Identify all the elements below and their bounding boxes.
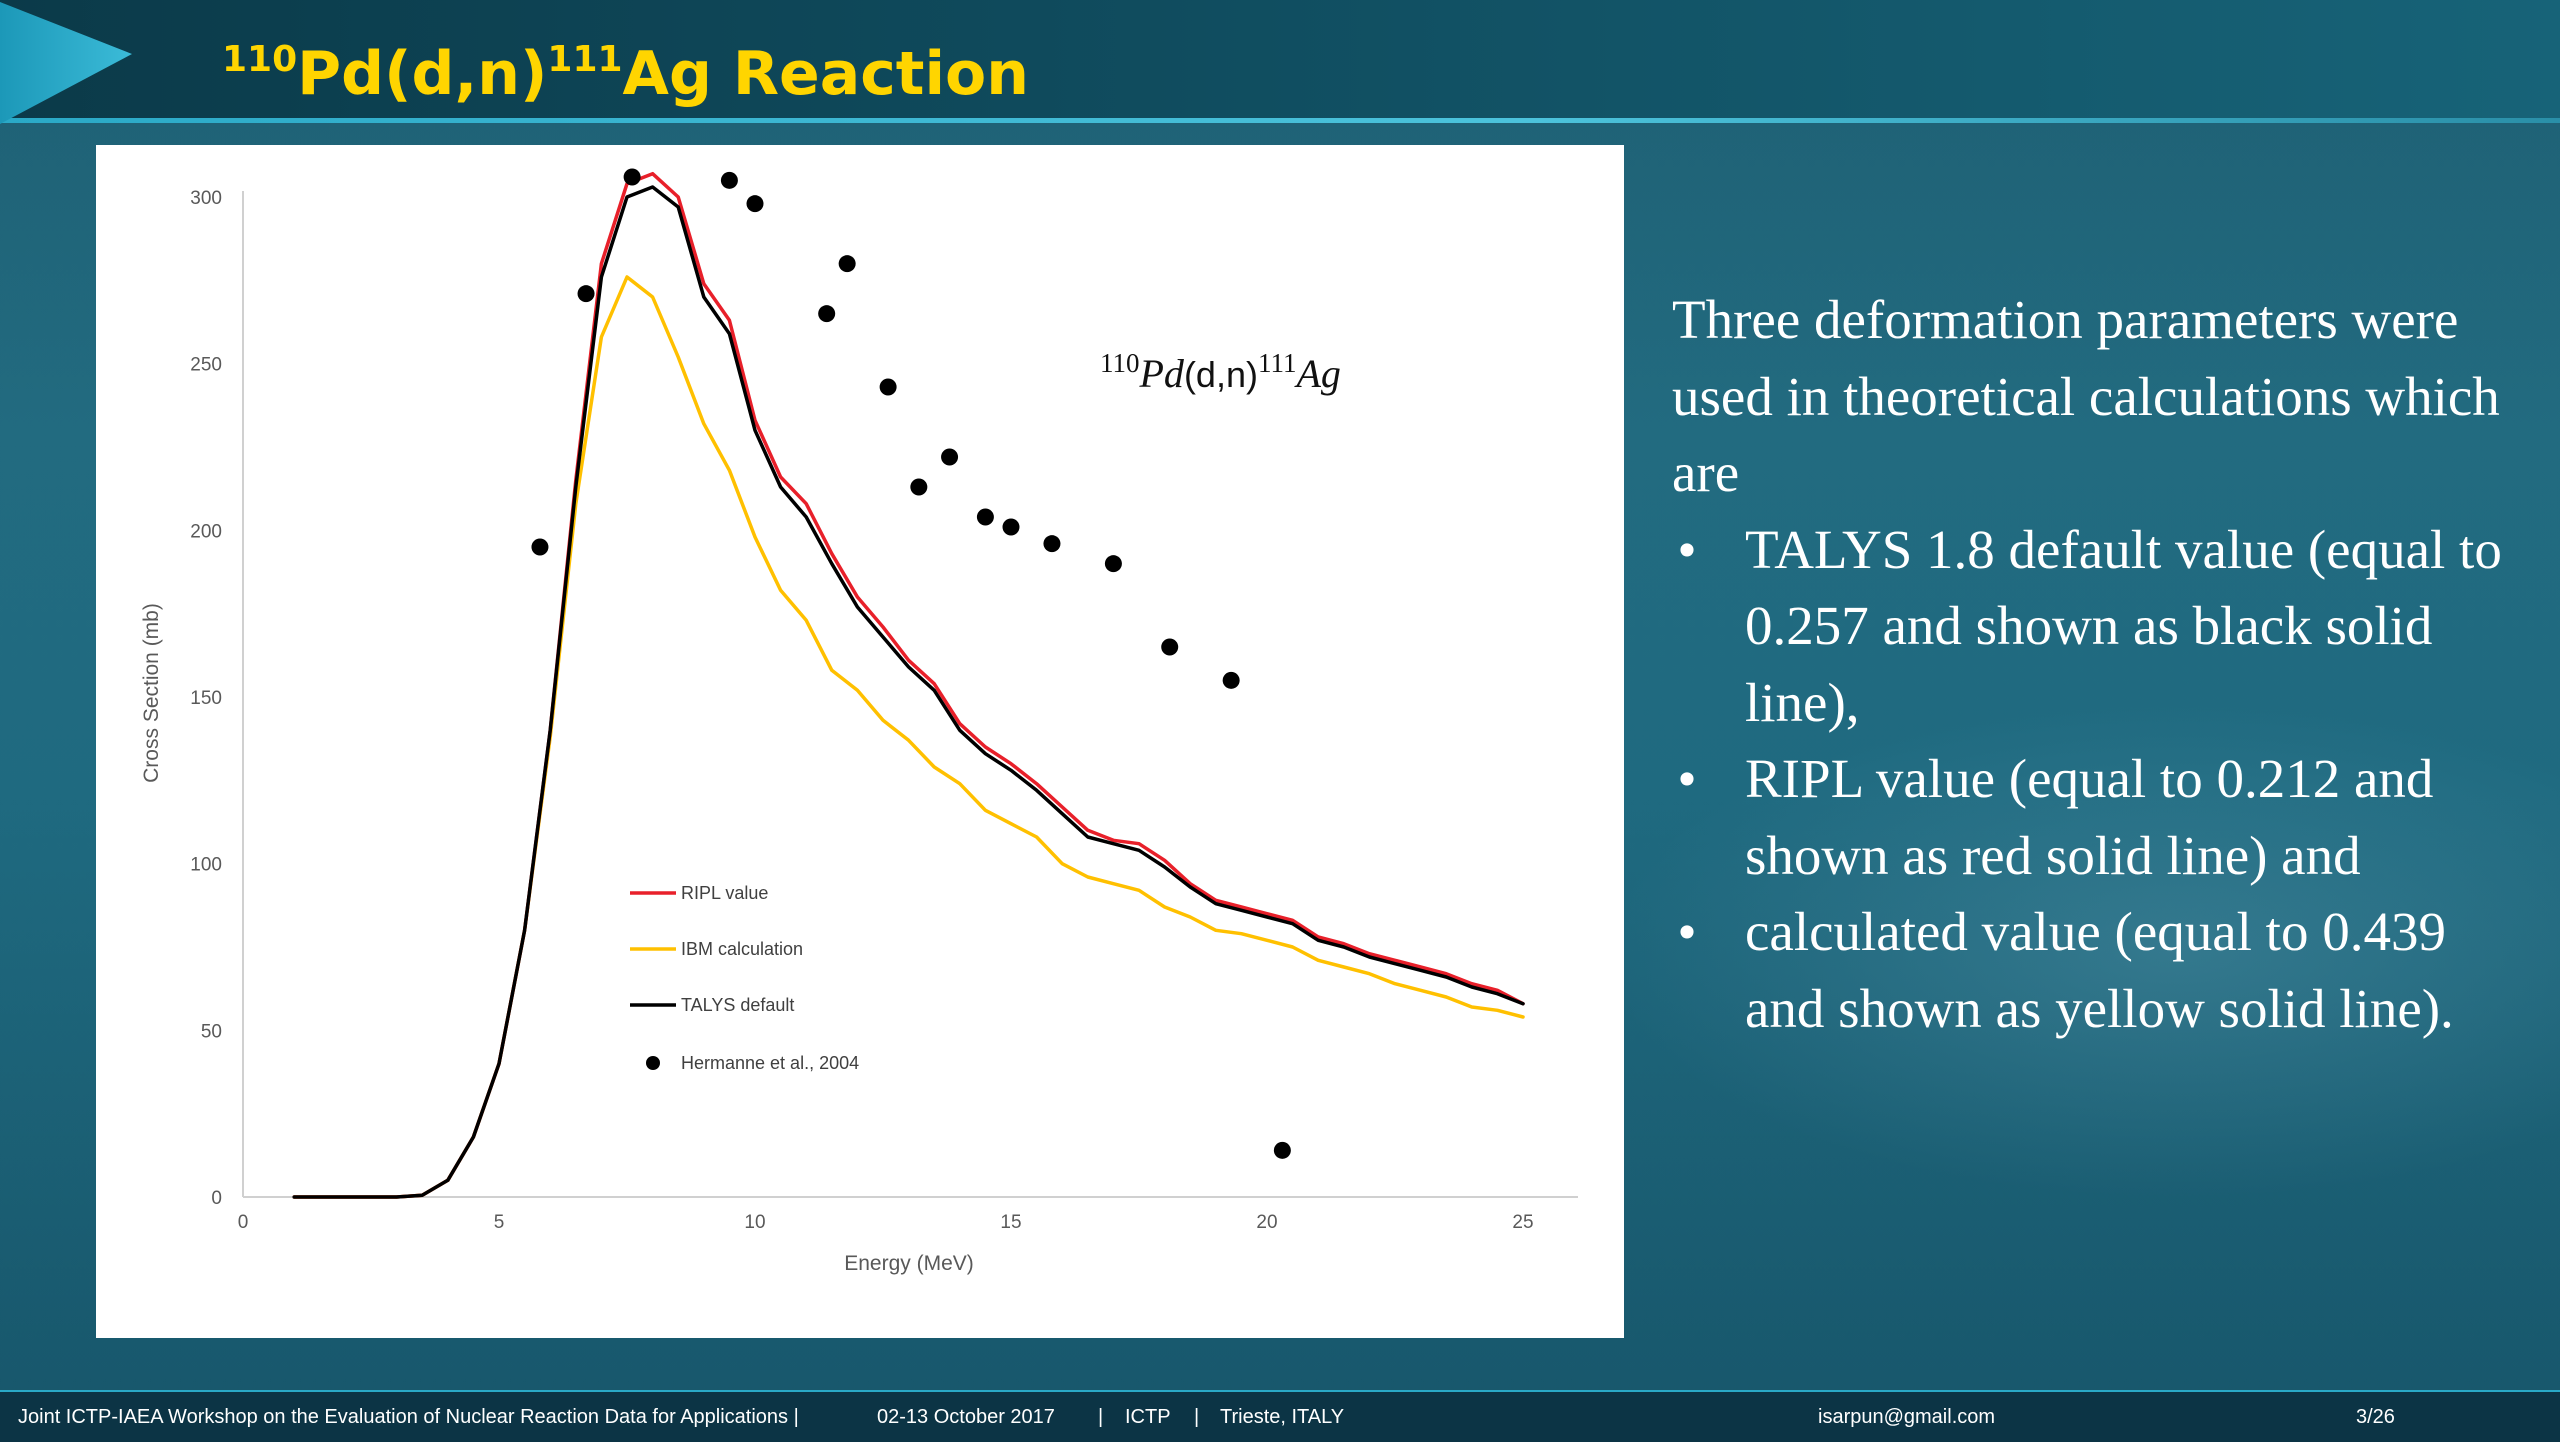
data-point-hermanne <box>623 168 641 186</box>
footer-email: isarpun@gmail.com <box>1818 1406 1996 1428</box>
footer-workshop: Joint ICTP-IAEA Workshop on the Evaluati… <box>18 1406 799 1428</box>
x-tick-label: 25 <box>1512 1212 1533 1233</box>
bullet-text: TALYS 1.8 default value (equal to 0.257 … <box>1745 518 2502 733</box>
data-point-hermanne <box>577 285 595 303</box>
bullet-item: • TALYS 1.8 default value (equal to 0.257… <box>1672 512 2522 742</box>
y-tick-label: 100 <box>190 855 222 876</box>
title-element: Ag Reaction <box>622 39 1029 109</box>
anno-mass-product: 111 <box>1258 348 1297 378</box>
footer-location: Trieste, ITALY <box>1220 1406 1345 1428</box>
bullet-item: • RIPL value (equal to 0.212 and shown as… <box>1672 741 2522 894</box>
intro-text: Three deformation parameters were used i… <box>1672 289 2500 503</box>
title-mass-product: 111 <box>547 39 623 80</box>
y-tick-label: 200 <box>190 521 222 542</box>
y-tick-label: 300 <box>190 188 222 209</box>
footer-bar: Joint ICTP-IAEA Workshop on the Evaluati… <box>0 1390 2560 1442</box>
description-text: Three deformation parameters were used i… <box>1672 282 2522 1047</box>
title-mass-target: 110 <box>222 39 298 80</box>
legend: RIPL value IBM calculation TALYS default He… <box>630 883 859 1073</box>
data-point-hermanne <box>1222 671 1240 689</box>
y-tick-label: 150 <box>190 688 222 709</box>
data-point-hermanne <box>746 195 764 213</box>
legend-label: Hermanne et al., 2004 <box>681 1053 859 1073</box>
x-tick-label: 0 <box>238 1212 249 1233</box>
footer-separator: | <box>1194 1406 1200 1428</box>
footer-page-number: 3/26 <box>2356 1406 2395 1428</box>
footer-separator: | <box>1098 1406 1104 1428</box>
series-line-talys-default <box>292 185 1525 1199</box>
title-underline <box>0 118 2560 123</box>
legend-label: TALYS default <box>681 995 794 1015</box>
bullet-item: • calculated value (equal to 0.439 and sh… <box>1672 894 2522 1047</box>
background-glow <box>1600 700 2560 1200</box>
title-arrow-icon <box>0 2 132 124</box>
data-point-hermanne <box>1161 638 1179 656</box>
legend-marker <box>646 1056 660 1070</box>
axes <box>242 191 1578 1198</box>
anno-product: Ag <box>1293 351 1340 396</box>
bullet-text: RIPL value (equal to 0.212 and shown as … <box>1745 748 2434 886</box>
data-point-hermanne <box>1002 518 1020 536</box>
data-point-hermanne <box>818 305 836 323</box>
bullet-text: calculated value (equal to 0.439 and sho… <box>1745 901 2454 1039</box>
data-point-hermanne <box>720 171 738 189</box>
slide-title: 110Pd(d,n)111Ag Reaction <box>222 14 1029 110</box>
footer-dates: 02-13 October 2017 <box>877 1406 1055 1428</box>
anno-mass-target: 110 <box>1100 348 1140 378</box>
legend-label: IBM calculation <box>681 939 803 959</box>
anno-target: Pd <box>1139 351 1185 396</box>
series-line-ibm-calculation <box>292 275 1525 1199</box>
data-point-hermanne <box>910 478 928 496</box>
y-tick-label: 250 <box>190 355 222 376</box>
title-reaction: Pd(d,n) <box>297 39 548 109</box>
x-tick-label: 5 <box>494 1212 505 1233</box>
legend-label: RIPL value <box>681 883 768 903</box>
x-tick-label: 15 <box>1000 1212 1021 1233</box>
data-point-hermanne <box>1043 535 1061 553</box>
data-point-hermanne <box>1273 1141 1291 1159</box>
anno-reaction: (d,n) <box>1184 354 1258 395</box>
data-point-hermanne <box>531 538 549 556</box>
series <box>292 168 1525 1199</box>
y-axis-title: Cross Section (mb) <box>140 603 163 783</box>
title-band <box>0 0 2560 118</box>
y-tick-label: 0 <box>211 1188 222 1209</box>
data-point-hermanne <box>1104 555 1122 573</box>
bullet-list: • TALYS 1.8 default value (equal to 0.257… <box>1672 512 2522 1048</box>
y-tick-label: 50 <box>201 1021 222 1042</box>
x-tick-label: 10 <box>744 1212 765 1233</box>
footer-org: ICTP <box>1125 1406 1171 1428</box>
x-tick-label: 20 <box>1256 1212 1277 1233</box>
data-point-hermanne <box>941 448 959 466</box>
bullet-dot: • <box>1677 901 1697 962</box>
x-axis-title: Energy (MeV) <box>844 1252 974 1275</box>
bullet-dot: • <box>1677 748 1697 809</box>
reaction-annotation: 110Pd(d,n)111Ag <box>1100 348 1341 396</box>
data-point-hermanne <box>976 508 994 526</box>
data-point-hermanne <box>879 378 897 396</box>
data-point-hermanne <box>838 255 856 273</box>
series-line-ripl-value <box>292 171 1525 1199</box>
chart-panel: 0 5 10 15 20 25 0 50 100 150 200 250 300 Energy (MeV… <box>96 145 1624 1338</box>
bullet-dot: • <box>1677 518 1697 580</box>
